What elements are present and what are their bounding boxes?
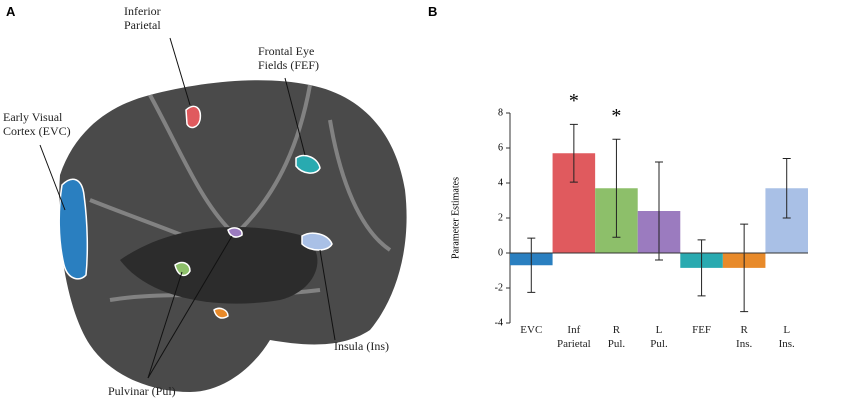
region-label: Early Visual Cortex (EVC) (3, 110, 71, 138)
ins-region (301, 232, 333, 251)
x-tick-label: Inf Parietal (557, 324, 591, 350)
y-tick-label: 6 (498, 142, 503, 153)
leader-lines (39, 37, 336, 379)
bar (510, 253, 553, 266)
bar (637, 211, 681, 253)
y-tick-label: -4 (495, 317, 503, 328)
y-tick-label: 4 (498, 177, 503, 188)
evc-region (58, 178, 89, 280)
y-tick-label: -2 (495, 282, 503, 293)
bar (722, 253, 766, 268)
brain-texture (89, 84, 392, 302)
y-tick-label: 0 (498, 247, 503, 258)
brain-image (39, 37, 407, 392)
significance-marker: * (569, 90, 579, 112)
bar (680, 253, 723, 268)
y-axis-label: Parameter Estimates (450, 177, 461, 259)
fef-region (295, 154, 321, 174)
region-label: Insula (Ins) (334, 339, 389, 353)
bar (765, 188, 808, 253)
y-tick-label: 2 (498, 212, 503, 223)
x-tick-label: R Pul. (607, 324, 626, 350)
pul-r-region (174, 261, 191, 277)
x-tick-label: R Ins. (736, 324, 753, 350)
x-tick-label: L Ins. (778, 324, 795, 350)
region-label: Inferior Parietal (124, 4, 161, 32)
bar (552, 153, 596, 253)
y-tick-label: 8 (498, 107, 503, 118)
panel-label: B (428, 4, 438, 19)
panel-label: A (6, 4, 16, 19)
region-label: Frontal Eye Fields (FEF) (258, 44, 320, 72)
significance-marker: * (611, 105, 621, 127)
brain-cut (120, 227, 318, 304)
x-tick-label: FEF (692, 324, 712, 336)
x-tick-label: L Pul. (650, 324, 668, 350)
ip-region (185, 105, 202, 129)
x-tick-label: EVC (520, 324, 543, 336)
region-label: Pulvinar (Pul) (108, 384, 176, 398)
ins-r-region (213, 307, 229, 319)
pul-l-region (227, 227, 243, 238)
bar (595, 188, 638, 253)
